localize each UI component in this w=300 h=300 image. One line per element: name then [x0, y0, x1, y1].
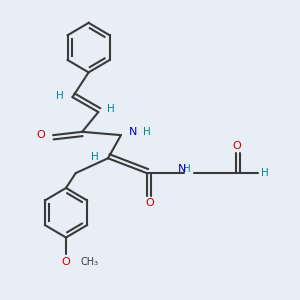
Text: O: O: [233, 141, 242, 151]
Text: CH₃: CH₃: [80, 257, 99, 267]
Text: H: H: [107, 104, 115, 114]
Text: N: N: [178, 164, 187, 174]
Text: H: H: [91, 152, 99, 162]
Text: O: O: [146, 199, 154, 208]
Text: N: N: [129, 128, 137, 137]
Text: H: H: [56, 91, 63, 100]
Text: H: H: [262, 168, 269, 178]
Text: H: H: [183, 164, 191, 174]
Text: H: H: [143, 128, 151, 137]
Text: O: O: [61, 257, 70, 267]
Text: O: O: [36, 130, 45, 140]
